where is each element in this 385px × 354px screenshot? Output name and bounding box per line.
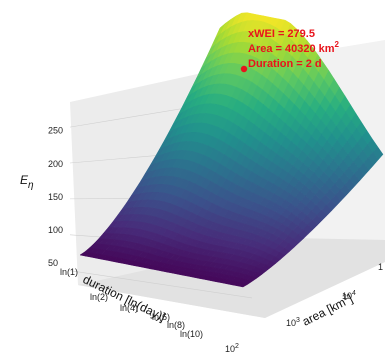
z-tick-label: 50: [48, 258, 58, 268]
annotation-xwei: xWEI = 279.5: [248, 28, 315, 40]
z-tick-label: 100: [48, 225, 63, 235]
duration-tick-label: ln(2): [90, 292, 108, 302]
surface-mesh: [79, 12, 384, 288]
duration-tick-label: ln(10): [180, 329, 203, 339]
surface-facet: [236, 282, 249, 288]
area-tick-label: 102: [225, 343, 239, 354]
z-tick-label: 150: [48, 192, 63, 202]
z-tick-labels: 50 100 150 200 250: [48, 126, 63, 268]
duration-tick-label: ln(6): [152, 312, 170, 322]
duration-tick-label: ln(8): [167, 320, 185, 330]
z-tick-label: 250: [48, 126, 63, 136]
z-axis-label: Eη: [20, 173, 34, 191]
z-tick-label: 200: [48, 159, 63, 169]
gridline: [69, 270, 253, 299]
duration-tick-label: ln(4): [120, 303, 138, 313]
peak-annotation: xWEI = 279.5 Area = 40320 km2 Duration =…: [248, 28, 340, 70]
annotation-duration: Duration = 2 d: [248, 58, 322, 70]
duration-tick-labels: ln(1) ln(2) ln(4) ln(6)ln(8)ln(10): [60, 267, 203, 339]
area-tick-label: 1: [378, 262, 383, 272]
peak-marker: [240, 65, 248, 73]
area-tick-labels: 102 103 104 1: [225, 262, 383, 354]
area-tick-label: 103: [286, 317, 300, 328]
area-tick-label: 104: [342, 290, 356, 301]
annotation-area: Area = 40320 km2: [248, 40, 340, 55]
duration-tick-label: ln(1): [60, 267, 78, 277]
